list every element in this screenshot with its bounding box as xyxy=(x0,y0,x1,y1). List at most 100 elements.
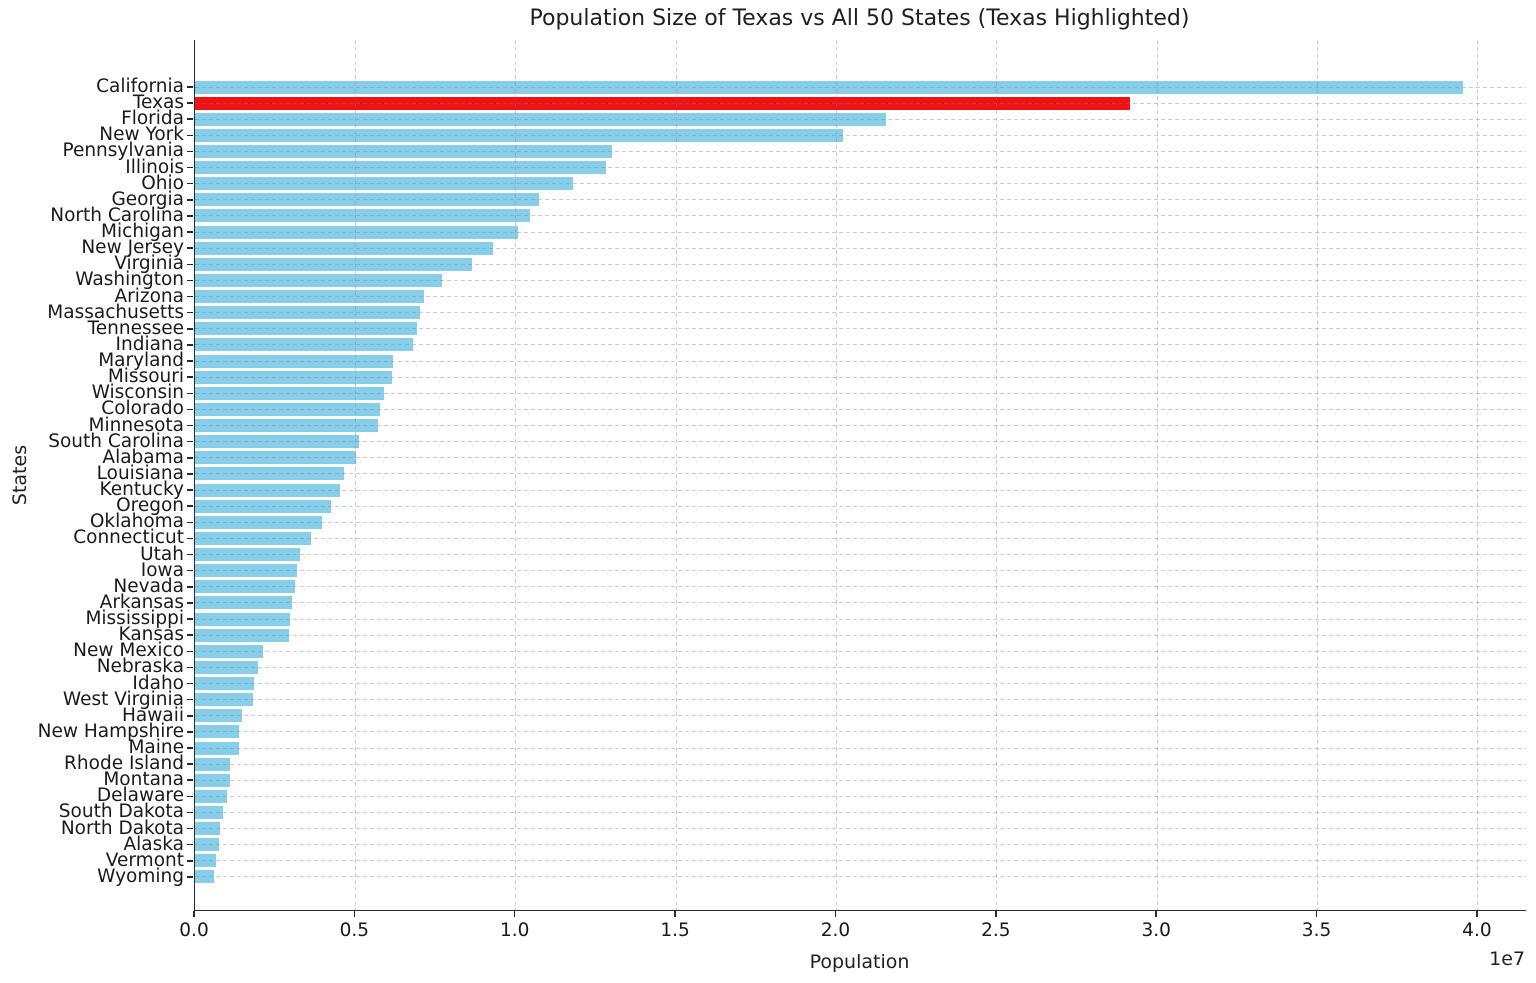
y-tick-mark xyxy=(187,521,193,524)
y-tick-mark xyxy=(187,150,193,153)
y-tick-label-wyoming: Wyoming xyxy=(97,865,184,887)
y-tick-label-wisconsin: Wisconsin xyxy=(91,382,184,404)
y-tick-mark xyxy=(187,650,193,653)
x-tick-mark xyxy=(995,911,997,917)
y-tick-label-connecticut: Connecticut xyxy=(73,527,184,549)
bar-florida xyxy=(195,112,886,126)
y-tick-mark xyxy=(187,731,193,733)
bar-oregon xyxy=(195,499,331,513)
bar-kansas xyxy=(195,628,290,642)
y-tick-label-north-carolina: North Carolina xyxy=(50,204,184,226)
bar-ohio xyxy=(195,177,574,191)
chart-title: Population Size of Texas vs All 50 State… xyxy=(529,6,1190,31)
y-tick-label-new-york: New York xyxy=(99,124,184,146)
bar-wyoming xyxy=(195,870,214,884)
bar-kentucky xyxy=(195,483,340,497)
gridline-horizontal xyxy=(195,650,1526,652)
gridline-horizontal xyxy=(195,602,1526,604)
y-tick-label-georgia: Georgia xyxy=(111,188,184,210)
x-tick-mark xyxy=(193,911,195,917)
bar-delaware xyxy=(195,789,227,803)
bar-virginia xyxy=(195,257,472,271)
y-tick-label-tennessee: Tennessee xyxy=(87,317,184,339)
bar-washington xyxy=(195,273,443,287)
bar-tennessee xyxy=(195,322,417,336)
bar-indiana xyxy=(195,338,413,352)
gridline-horizontal xyxy=(195,618,1526,620)
x-tick-mark xyxy=(1476,911,1478,917)
y-tick-label-kansas: Kansas xyxy=(118,623,184,645)
gridline-horizontal xyxy=(195,199,1526,201)
y-tick-label-rhode-island: Rhode Island xyxy=(64,752,184,774)
y-tick-label-california: California xyxy=(96,75,184,97)
y-tick-label-new-hampshire: New Hampshire xyxy=(37,720,184,742)
x-tick-label-0.5: 0.5 xyxy=(339,920,370,941)
y-tick-mark xyxy=(187,602,193,604)
y-tick-label-indiana: Indiana xyxy=(115,333,184,355)
gridline-horizontal xyxy=(195,150,1526,152)
y-tick-label-washington: Washington xyxy=(75,269,184,291)
y-tick-label-virginia: Virginia xyxy=(114,253,184,275)
x-tick-label-2.0: 2.0 xyxy=(820,920,851,941)
bar-south-dakota xyxy=(195,805,224,819)
x-tick-label-1.0: 1.0 xyxy=(500,920,530,941)
bar-iowa xyxy=(195,564,298,578)
x-tick-label-3.5: 3.5 xyxy=(1301,920,1332,941)
plot-area xyxy=(194,40,1526,911)
y-tick-label-minnesota: Minnesota xyxy=(88,414,184,436)
y-tick-label-alabama: Alabama xyxy=(102,446,184,468)
bar-california xyxy=(195,80,1464,94)
bar-arizona xyxy=(195,290,425,304)
y-tick-label-alaska: Alaska xyxy=(123,833,185,855)
y-tick-label-texas: Texas xyxy=(132,91,184,113)
gridline-horizontal xyxy=(195,731,1526,733)
bar-colorado xyxy=(195,402,381,416)
axis-offset-text: 1e7 xyxy=(1489,948,1525,970)
gridline-vertical-1.5 xyxy=(675,40,677,910)
gridline-horizontal xyxy=(195,586,1526,588)
y-tick-label-oregon: Oregon xyxy=(116,494,184,516)
y-tick-label-missouri: Missouri xyxy=(107,365,184,387)
x-tick-mark xyxy=(1315,911,1318,917)
y-tick-mark xyxy=(187,182,193,185)
bar-louisiana xyxy=(195,467,345,481)
bar-vermont xyxy=(195,854,216,868)
y-tick-label-south-carolina: South Carolina xyxy=(48,430,184,452)
gridline-vertical-3.5 xyxy=(1317,40,1319,910)
y-tick-label-nevada: Nevada xyxy=(113,575,184,597)
x-tick-mark xyxy=(834,911,837,917)
y-tick-label-delaware: Delaware xyxy=(96,785,184,807)
bar-nevada xyxy=(195,580,295,594)
gridline-horizontal xyxy=(195,215,1526,217)
x-axis-label: Population xyxy=(809,951,910,973)
gridline-horizontal xyxy=(195,328,1526,330)
gridline-horizontal xyxy=(195,763,1526,765)
gridline-horizontal xyxy=(195,344,1526,346)
x-tick-label-0.0: 0.0 xyxy=(179,920,209,941)
bar-georgia xyxy=(195,193,539,207)
bar-hawaii xyxy=(195,709,242,723)
gridline-horizontal xyxy=(195,811,1526,813)
y-tick-label-oklahoma: Oklahoma xyxy=(89,511,184,533)
y-tick-label-louisiana: Louisiana xyxy=(96,462,184,484)
y-tick-mark xyxy=(187,295,193,298)
y-tick-label-montana: Montana xyxy=(103,768,184,790)
y-tick-mark xyxy=(187,473,193,475)
gridline-horizontal xyxy=(195,86,1526,88)
gridline-horizontal xyxy=(195,521,1526,523)
y-tick-mark xyxy=(187,747,193,749)
y-tick-label-vermont: Vermont xyxy=(105,849,184,871)
bar-wisconsin xyxy=(195,386,385,400)
gridline-vertical-3.0 xyxy=(1156,40,1158,910)
y-tick-label-illinois: Illinois xyxy=(125,156,184,178)
y-tick-mark xyxy=(187,569,193,572)
gridline-horizontal xyxy=(195,747,1526,749)
y-tick-label-maryland: Maryland xyxy=(98,349,184,371)
y-tick-mark xyxy=(187,715,193,717)
x-tick-mark xyxy=(513,911,516,917)
bar-oklahoma xyxy=(195,515,322,529)
y-tick-mark xyxy=(187,537,193,540)
bar-new-jersey xyxy=(195,241,493,255)
y-tick-mark xyxy=(187,134,193,137)
bar-maine xyxy=(195,741,239,755)
